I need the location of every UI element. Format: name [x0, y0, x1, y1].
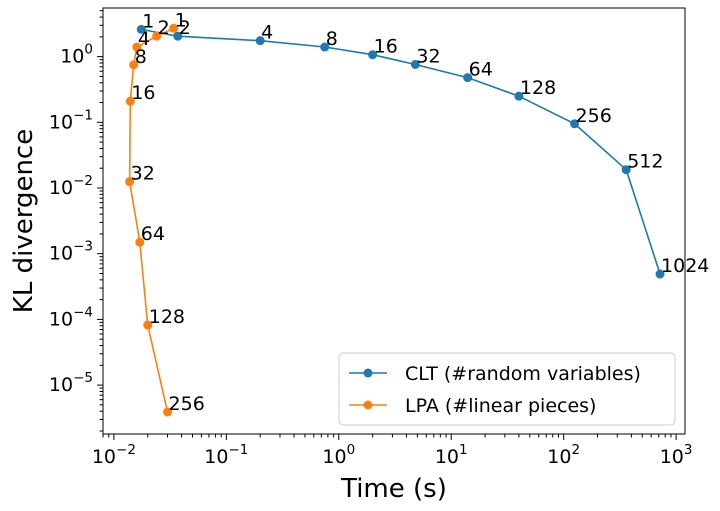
data-point-label: 1	[142, 10, 154, 32]
x-axis-ticks: 10−2 10−1 100 101 102 103	[92, 434, 693, 468]
data-point-label: 256	[576, 105, 612, 127]
data-point-label: 1024	[661, 255, 709, 277]
data-point-label: 64	[141, 223, 165, 245]
data-point-label: 8	[326, 28, 338, 50]
legend: CLT (#random variables) LPA (#linear piec…	[338, 352, 676, 426]
x-tick-label: 101	[435, 442, 468, 468]
data-point	[514, 91, 524, 101]
data-point	[173, 31, 183, 41]
x-tick-label: 103	[660, 442, 693, 468]
legend-marker	[363, 368, 373, 378]
data-point-label: 4	[261, 22, 273, 44]
data-point-label: 8	[135, 46, 147, 68]
data-point	[368, 50, 378, 60]
data-point-label: 32	[416, 45, 440, 67]
data-point-label: 1	[175, 9, 187, 31]
data-point	[410, 59, 420, 69]
y-tick-label: 10−3	[49, 239, 93, 265]
data-point	[136, 24, 146, 34]
data-point	[463, 73, 473, 83]
series-layer	[125, 23, 665, 417]
data-point	[570, 119, 580, 129]
legend-marker	[363, 400, 373, 410]
data-point	[152, 31, 162, 41]
y-tick-label: 10−4	[49, 304, 93, 330]
data-point	[255, 36, 265, 46]
data-point	[320, 42, 330, 52]
y-tick-label: 10−5	[49, 370, 93, 396]
legend-entry: LPA (#linear pieces)	[405, 395, 596, 417]
data-point	[655, 269, 665, 279]
data-point-label: 4	[138, 28, 150, 50]
y-axis-label: KL divergence	[9, 129, 39, 313]
x-tick-label: 10−1	[204, 442, 248, 468]
y-tick-label: 10−1	[49, 107, 93, 133]
data-point-label: 16	[374, 36, 398, 58]
data-point-label: 64	[469, 59, 493, 81]
x-tick-label: 102	[547, 442, 580, 468]
data-point-label: 128	[520, 77, 556, 99]
data-point	[132, 42, 142, 52]
legend-entry: CLT (#random variables)	[405, 363, 641, 385]
data-point	[135, 237, 145, 247]
data-point-label: 32	[131, 163, 155, 185]
y-tick-label: 10−2	[49, 173, 93, 199]
data-point	[143, 320, 153, 330]
data-point-label: 128	[149, 306, 185, 328]
data-point	[125, 96, 135, 106]
data-point-label: 16	[131, 82, 155, 104]
y-axis-ticks: 10−5 10−4 10−3 10−2 10−1 100	[49, 10, 103, 432]
y-tick-label: 100	[60, 42, 93, 68]
x-tick-label: 10−2	[92, 442, 136, 468]
plot-frame	[102, 7, 686, 435]
data-point	[129, 60, 139, 70]
x-tick-label: 100	[322, 442, 355, 468]
x-axis-label: Time (s)	[340, 474, 447, 504]
data-point	[163, 407, 173, 417]
data-point	[621, 165, 631, 175]
series-line-1	[141, 28, 661, 275]
data-point-label: 2	[179, 17, 191, 39]
data-point-label: 512	[627, 151, 663, 173]
data-point-label: 2	[158, 17, 170, 39]
legend-frame	[338, 352, 676, 426]
data-point	[125, 177, 135, 187]
data-point-label: 256	[169, 393, 205, 415]
data-point	[169, 23, 179, 33]
